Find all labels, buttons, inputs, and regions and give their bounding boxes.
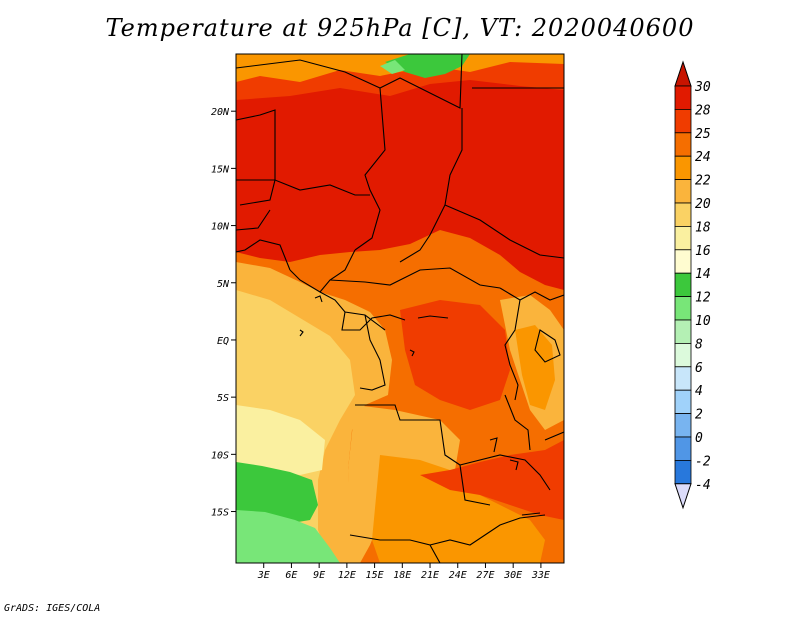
colorbar-label: 12 — [695, 291, 711, 306]
lon-tick-label: 33E — [531, 570, 550, 581]
colorbar-segment — [674, 132, 692, 157]
credit-text: GrADS: IGES/COLA — [4, 603, 101, 614]
colorbar-label: 25 — [695, 127, 711, 142]
map-frame — [235, 53, 565, 564]
colorbar-label: 4 — [695, 384, 703, 399]
colorbar-label: 10 — [695, 314, 711, 329]
colorbar-label: 16 — [695, 244, 711, 259]
colorbar-label: 8 — [695, 337, 703, 352]
southeast-hot-region — [420, 440, 564, 520]
east-africa-orange — [515, 325, 555, 410]
south-interior-orange — [372, 455, 545, 563]
lon-tick-label: 21E — [421, 570, 439, 581]
colorbar-segment — [674, 389, 692, 415]
colorbar-segment — [674, 272, 692, 298]
colorbar-segment — [674, 249, 692, 274]
colorbar-top-arrow — [674, 60, 692, 87]
lon-tick-label: 9E — [313, 570, 325, 581]
colorbar-segment — [674, 85, 692, 110]
colorbar-label: -4 — [695, 478, 711, 493]
lat-tick-label: 15N — [211, 164, 230, 175]
colorbar-segment — [674, 436, 692, 461]
colorbar-label: 28 — [695, 103, 711, 118]
lon-tick-label: 3E — [257, 570, 270, 581]
colorbar-label: 6 — [695, 361, 703, 376]
colorbar-segment — [674, 296, 692, 321]
colorbar-segment — [674, 225, 692, 251]
west-pale-region — [236, 405, 325, 475]
southwest-lightgreen-region — [236, 510, 340, 563]
lon-tick-label: 6E — [285, 570, 297, 581]
colorbar-segment — [674, 202, 692, 227]
lon-tick-label: 15E — [366, 570, 384, 581]
lat-tick-label: 5S — [217, 393, 229, 404]
temperature-field — [236, 54, 564, 563]
north-lightgreen-patch — [380, 60, 405, 74]
lat-tick-label: 10S — [211, 450, 229, 461]
colorbar-label: 18 — [695, 220, 711, 235]
lon-tick-label: 18E — [393, 570, 411, 581]
lat-tick-label: EQ — [217, 336, 229, 347]
colorbar-segment — [674, 459, 692, 485]
colorbar-segment — [674, 413, 692, 438]
lat-tick-label: 15S — [211, 508, 229, 519]
colorbar-segment — [674, 179, 692, 204]
lon-tick-label: 30E — [503, 570, 522, 581]
colorbar-segment — [674, 319, 692, 344]
colorbar-segment — [674, 366, 692, 391]
colorbar-segment — [674, 109, 692, 134]
colorbar-label: 24 — [695, 150, 711, 165]
lat-tick-label: 10N — [211, 222, 230, 233]
colorbar-bottom-arrow — [674, 483, 692, 510]
lon-tick-label: 24E — [449, 570, 467, 581]
north-green-patch — [385, 54, 470, 78]
colorbar-label: 0 — [695, 431, 703, 446]
colorbar-label: 2 — [695, 408, 703, 423]
colorbar-label: 30 — [694, 80, 711, 95]
lon-tick-label: 27E — [476, 570, 494, 581]
latitude-axis: 20N 15N 10N 5N EQ 5S 10S 15S — [211, 107, 236, 519]
colorbar-label: 20 — [695, 197, 711, 212]
country-borders — [236, 54, 564, 563]
lat-tick-label: 5N — [217, 279, 230, 290]
longitude-axis: 3E 6E 9E 12E 15E 18E 21E 24E 27E 30E 33E — [257, 563, 550, 581]
lon-tick-label: 12E — [338, 570, 356, 581]
colorbar-label: -2 — [695, 454, 711, 469]
chart-title: Temperature at 925hPa [C], VT: 202004060… — [105, 14, 695, 42]
lat-tick-label: 20N — [211, 107, 230, 118]
colorbar-segment — [674, 155, 692, 180]
colorbar-label: 22 — [695, 174, 711, 189]
colorbar-segment — [674, 342, 692, 368]
central-congo-darker — [400, 300, 510, 410]
colorbar-label: 14 — [695, 267, 711, 282]
hot-north-region — [236, 70, 564, 290]
